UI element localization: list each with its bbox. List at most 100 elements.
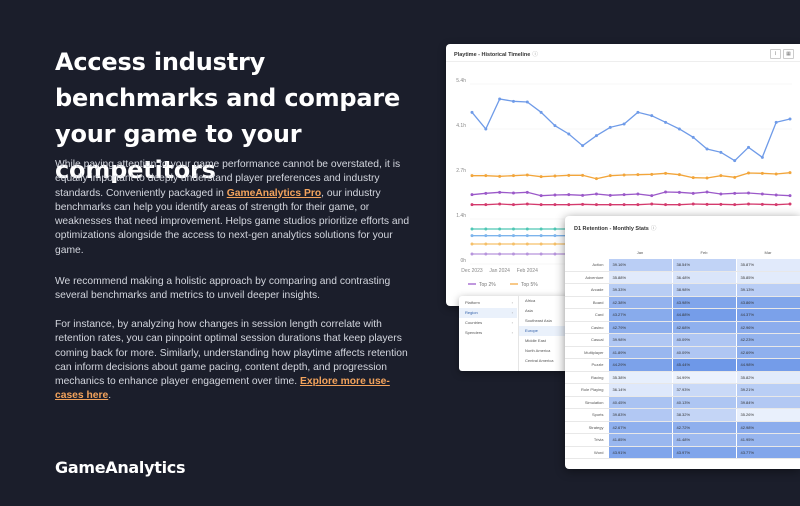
- heatmap-cell: 39.13%: [735, 283, 800, 297]
- data-point: [553, 174, 557, 178]
- filter-category-item[interactable]: Platform ›: [459, 298, 517, 308]
- line-chart-icon[interactable]: ⌇: [770, 49, 781, 59]
- gameanalytics-pro-link[interactable]: GameAnalytics Pro: [226, 187, 322, 199]
- retention-title-text: D1 Retention - Monthly Stats: [574, 226, 649, 232]
- table-row: Multiplayer 41.89% 40.09% 42.69%: [565, 346, 800, 359]
- data-point: [553, 242, 557, 246]
- filter-category-label: Spenders: [465, 330, 483, 335]
- heatmap-cell: 39.83%: [607, 408, 672, 422]
- heatmap-cell: 35.38%: [607, 371, 672, 384]
- data-point: [511, 227, 515, 231]
- data-point: [760, 192, 764, 196]
- data-point: [747, 202, 751, 206]
- heatmap-cell: 43.27%: [607, 308, 672, 322]
- data-point: [498, 174, 502, 178]
- table-row: Adventure 35.88% 36.48% 35.85%: [565, 271, 800, 284]
- data-point: [650, 194, 654, 198]
- gameanalytics-logo: GameAnalytics: [55, 458, 186, 477]
- heatmap-cell: 35.85%: [735, 271, 800, 284]
- info-icon[interactable]: ⓘ: [650, 226, 657, 232]
- filter-option-item[interactable]: Asia: [525, 308, 533, 313]
- filter-category-item[interactable]: Countries ›: [459, 318, 517, 328]
- table-row: Action 39.16% 38.54% 35.87%: [565, 259, 800, 272]
- data-point: [760, 155, 764, 159]
- genre-label: Trivia: [565, 433, 608, 447]
- data-point: [511, 191, 515, 195]
- data-point: [747, 145, 751, 149]
- genre-label: Strategy: [565, 421, 608, 434]
- data-point: [594, 203, 598, 207]
- heatmap-cell: 43.97%: [671, 446, 736, 459]
- grid-icon[interactable]: ▦: [783, 49, 794, 59]
- genre-label: Casino: [565, 321, 608, 334]
- data-point: [733, 159, 737, 163]
- heatmap-cell: 43.91%: [607, 446, 672, 459]
- series-line-3: [471, 191, 791, 197]
- heatmap-cell: 38.32%: [671, 408, 736, 422]
- filter-option-item[interactable]: Central America: [525, 358, 554, 363]
- heatmap-cell: 38.98%: [671, 283, 736, 297]
- data-point: [498, 252, 502, 256]
- data-point: [498, 234, 502, 238]
- data-point: [774, 193, 778, 197]
- y-tick-label: 1.4h: [456, 213, 466, 219]
- genre-label: Word: [565, 446, 608, 459]
- data-point: [719, 192, 723, 196]
- data-point: [567, 203, 571, 207]
- genre-label: Sports: [565, 408, 608, 422]
- filter-option-item[interactable]: Africa: [525, 298, 536, 303]
- filter-category-item[interactable]: Region ›: [459, 308, 517, 318]
- data-point: [581, 173, 585, 177]
- table-row: Casual 39.98% 40.09% 42.23%: [565, 333, 800, 347]
- data-point: [705, 190, 709, 194]
- series-line-4: [472, 203, 791, 206]
- table-row: Strategy 42.67% 42.72% 42.98%: [565, 421, 800, 434]
- genre-label: Role Playing: [565, 383, 608, 397]
- data-point: [650, 202, 654, 206]
- column-header: Feb: [672, 245, 736, 259]
- heatmap-cell: 42.98%: [735, 421, 800, 434]
- heatmap-cell: 35.88%: [607, 271, 672, 284]
- data-point: [788, 194, 792, 198]
- data-point: [622, 173, 626, 177]
- data-point: [691, 191, 695, 195]
- table-row: Trivia 41.85% 41.48% 41.95%: [565, 433, 800, 447]
- filter-option-item[interactable]: Southeast Asia: [525, 318, 552, 323]
- filter-option-item[interactable]: Europe: [519, 326, 577, 336]
- table-row: Casino 42.79% 42.68% 42.96%: [565, 321, 800, 334]
- retention-heatmap-table: Jan Feb Mar Action 39.16% 38.54% 35.87% Advent…: [565, 245, 800, 459]
- y-tick-label: 2.7h: [456, 168, 466, 174]
- data-point: [677, 190, 681, 194]
- filter-option-item[interactable]: North America: [525, 348, 551, 353]
- playtime-chart-title: Playtime - Historical Timeline ⓘ: [454, 50, 538, 58]
- genre-label: Puzzle: [565, 358, 608, 372]
- table-row: Puzzle 44.29% 45.44% 44.98%: [565, 358, 800, 372]
- data-point: [594, 134, 598, 138]
- data-point: [525, 202, 529, 206]
- explore-use-cases-link[interactable]: Explore more use-cases here: [55, 376, 390, 402]
- filter-option-list: Africa Asia Southeast Asia Europe Middle Eas…: [518, 296, 577, 371]
- heatmap-cell: 44.88%: [671, 308, 736, 322]
- data-point: [608, 193, 612, 197]
- heatmap-cell: 39.98%: [607, 333, 672, 347]
- data-point: [747, 191, 751, 195]
- filter-category-label: Countries: [465, 320, 483, 325]
- chevron-right-icon: ›: [511, 330, 513, 335]
- heatmap-cell: 35.82%: [735, 371, 800, 384]
- data-point: [484, 191, 488, 195]
- data-point: [677, 173, 681, 177]
- playtime-title-text: Playtime - Historical Timeline: [454, 52, 531, 58]
- data-point: [650, 114, 654, 118]
- data-point: [484, 252, 488, 256]
- series-line-1: [471, 98, 791, 162]
- filter-option-item[interactable]: Middle East: [525, 338, 546, 343]
- filter-category-item[interactable]: Spenders ›: [459, 328, 517, 338]
- data-point: [594, 177, 598, 181]
- heatmap-cell: 42.38%: [607, 296, 672, 309]
- heatmap-cell: 39.21%: [735, 383, 800, 397]
- table-row: Sports 39.83% 38.32% 35.26%: [565, 408, 800, 422]
- data-point: [788, 117, 792, 121]
- data-point: [760, 171, 764, 175]
- info-icon[interactable]: ⓘ: [532, 52, 538, 58]
- heatmap-cell: 35.26%: [735, 408, 800, 422]
